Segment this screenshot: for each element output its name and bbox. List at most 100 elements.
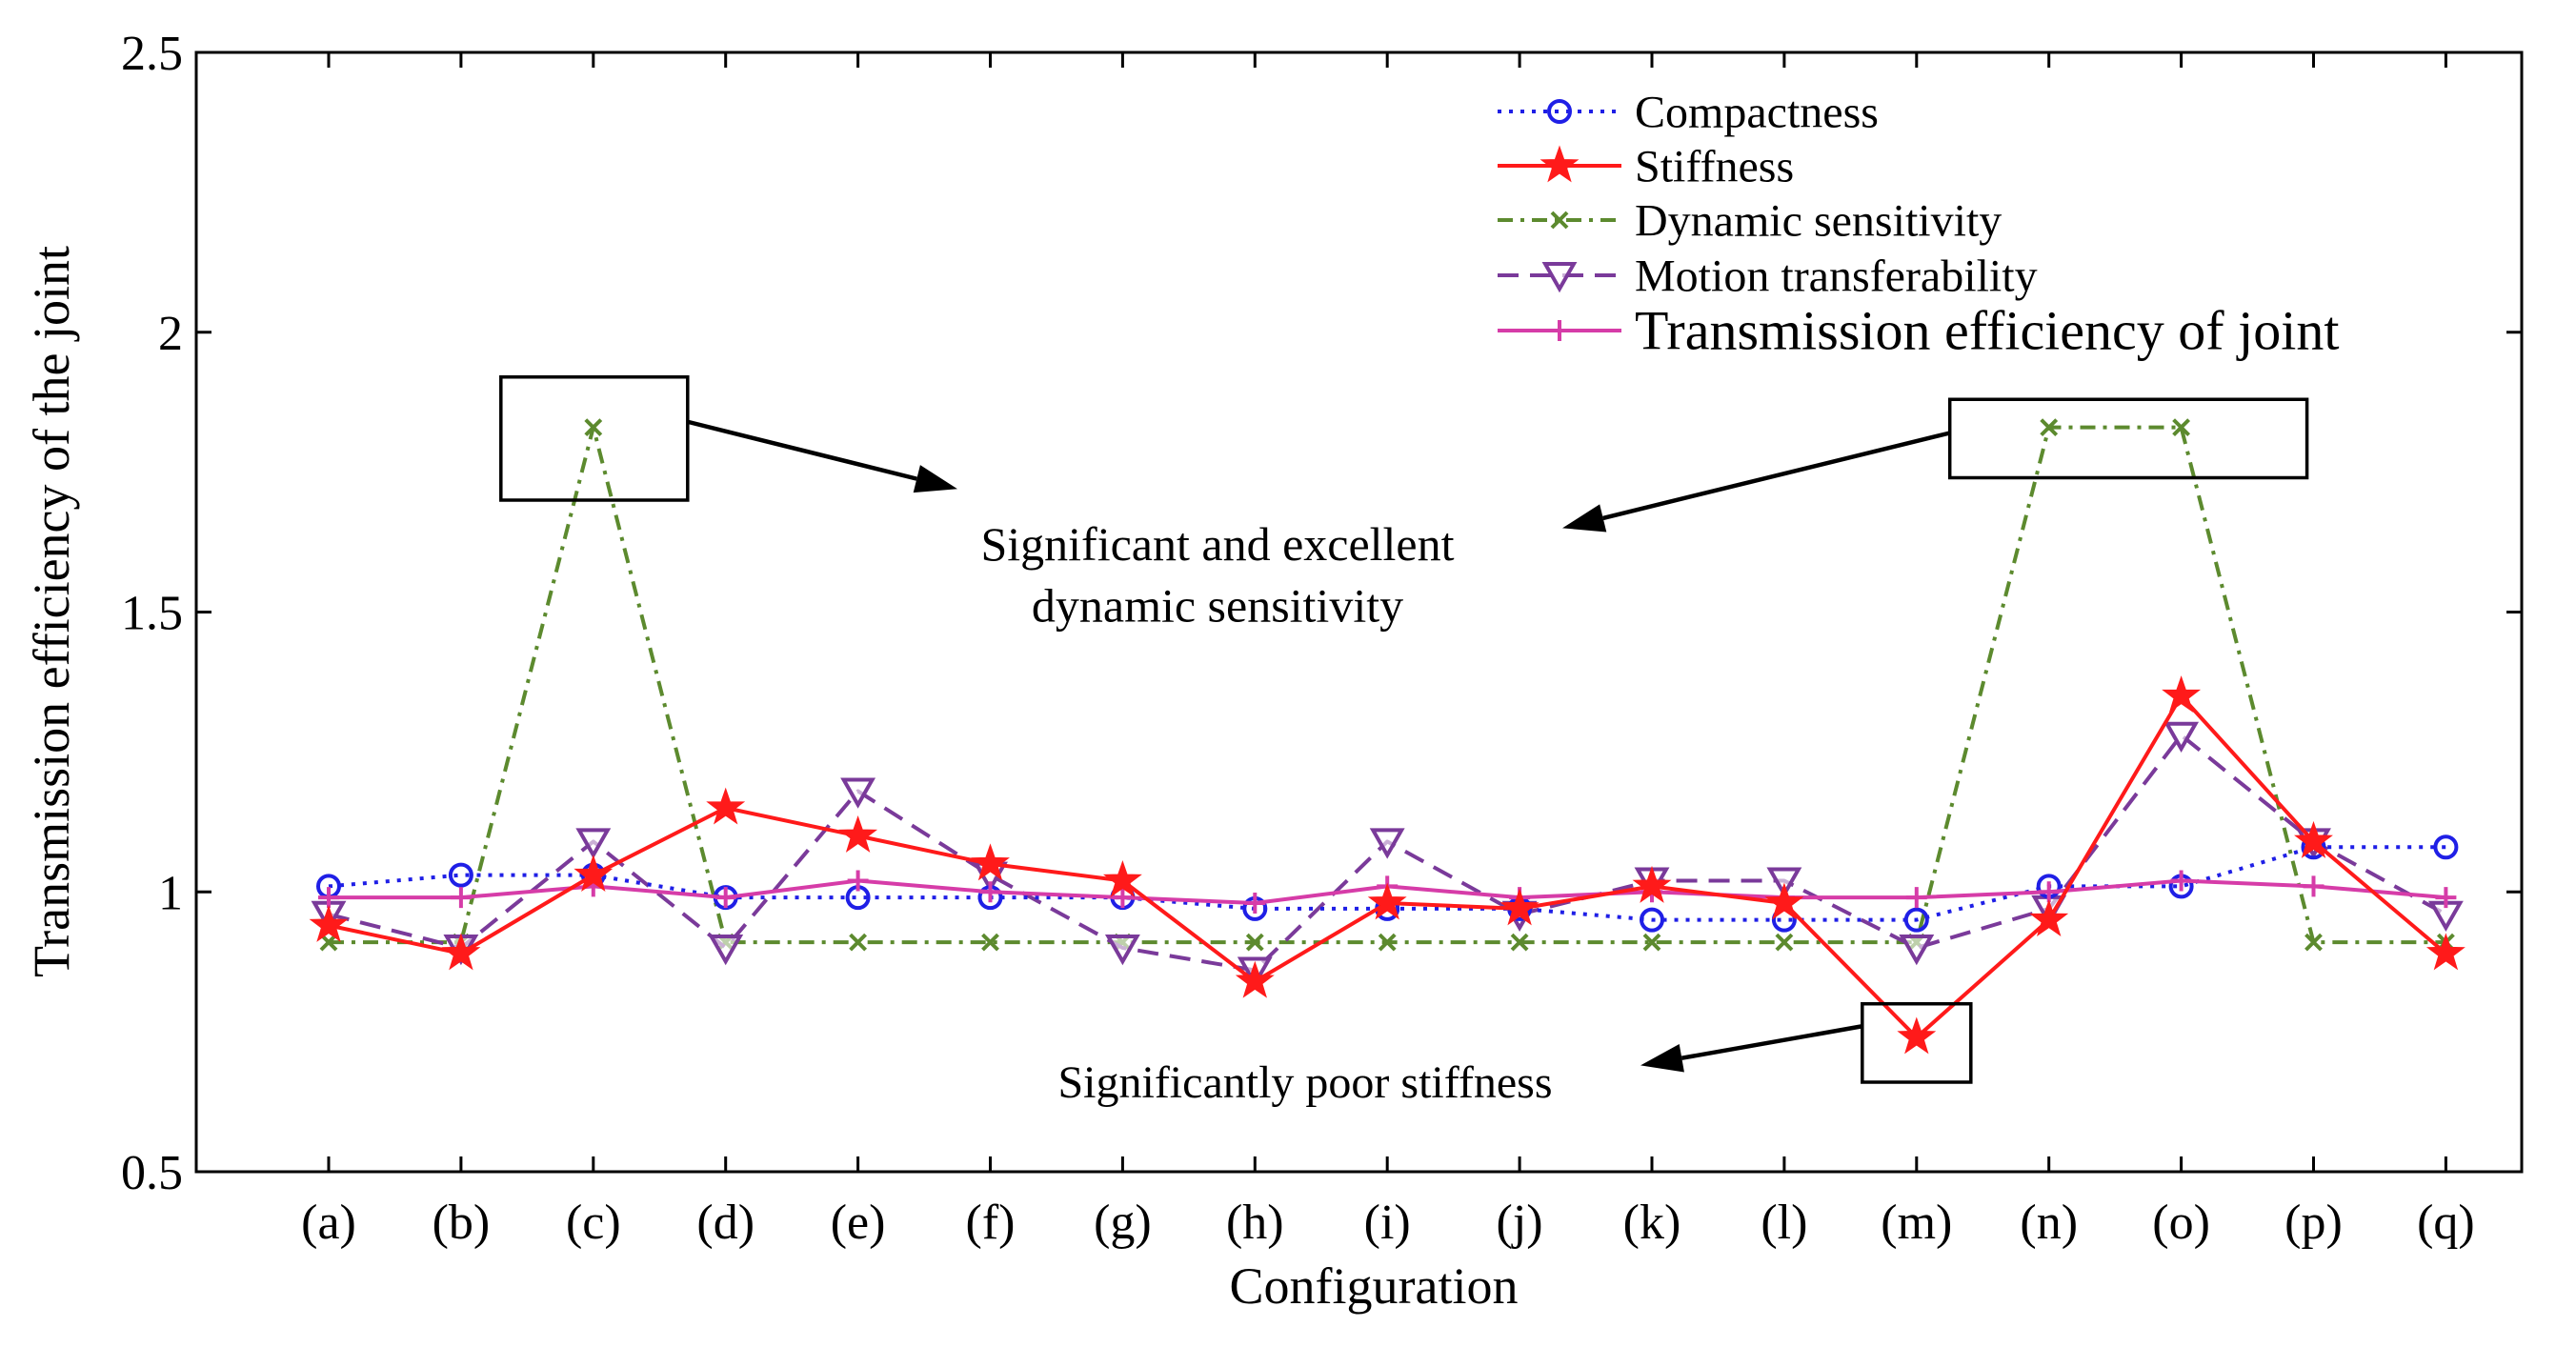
legend-marker bbox=[1550, 211, 1569, 230]
x-tick-label: (a) bbox=[301, 1196, 356, 1250]
x-marker bbox=[1378, 933, 1397, 952]
triangle-marker bbox=[1369, 828, 1405, 859]
circle-marker bbox=[1547, 99, 1572, 124]
data-point bbox=[2163, 721, 2200, 754]
data-point bbox=[706, 787, 746, 825]
y-axis-label: Transmission efficiency of the joint bbox=[23, 246, 80, 977]
data-point bbox=[979, 881, 1001, 903]
data-point bbox=[1102, 859, 1142, 897]
highlight-box-no bbox=[1947, 397, 2309, 480]
data-point bbox=[2172, 418, 2191, 437]
annotation-stiffness: Significantly poor stiffness bbox=[1057, 1057, 1552, 1108]
data-point bbox=[981, 933, 999, 952]
x-tick-label: (h) bbox=[1226, 1196, 1284, 1250]
data-point bbox=[971, 843, 1010, 881]
plus-marker bbox=[318, 887, 339, 909]
data-point bbox=[1378, 933, 1397, 952]
arrow-to-dynamic-text-left bbox=[687, 419, 957, 493]
plus-marker bbox=[1905, 887, 1927, 909]
triangle-marker bbox=[1766, 867, 1802, 898]
legend-entry: Compactness bbox=[1498, 87, 1879, 137]
circle-marker bbox=[1640, 907, 1664, 933]
legend-entry: Motion transferability bbox=[1498, 251, 2038, 301]
y-tick-label: 0.5 bbox=[121, 1146, 183, 1200]
star-marker bbox=[2294, 820, 2333, 858]
x-tick-label: (o) bbox=[2152, 1196, 2210, 1250]
data-point bbox=[847, 870, 869, 892]
x-marker bbox=[2304, 933, 2323, 952]
arrow-to-stiffness-text bbox=[1640, 1024, 1863, 1073]
x-marker bbox=[1245, 933, 1264, 952]
x-tick-label: (i) bbox=[1364, 1196, 1411, 1250]
plus-marker bbox=[450, 887, 472, 909]
data-point bbox=[2435, 887, 2457, 909]
plus-marker bbox=[1112, 887, 1134, 909]
x-tick-label: (g) bbox=[1094, 1196, 1152, 1250]
x-tick-label: (m) bbox=[1881, 1196, 1952, 1250]
x-tick-label: (e) bbox=[831, 1196, 886, 1250]
data-point bbox=[1499, 888, 1540, 926]
data-point bbox=[574, 854, 614, 893]
triangle-marker bbox=[1104, 935, 1140, 966]
series-stiffness bbox=[309, 675, 2465, 1055]
data-point bbox=[2294, 820, 2333, 858]
plus-marker bbox=[2038, 881, 2060, 903]
x-marker bbox=[1510, 933, 1529, 952]
highlight-box-m bbox=[1861, 1002, 1973, 1084]
data-point bbox=[2433, 834, 2459, 860]
star-marker bbox=[2029, 899, 2069, 937]
data-point bbox=[2038, 881, 2060, 903]
star-marker bbox=[1632, 865, 1672, 903]
x-tick-label: (l) bbox=[1761, 1196, 1807, 1250]
star-marker bbox=[1897, 1016, 1937, 1055]
data-point bbox=[1764, 882, 1804, 920]
star-marker bbox=[2425, 933, 2465, 971]
data-point bbox=[1510, 933, 1529, 952]
circle-marker bbox=[448, 862, 473, 888]
triangle-marker bbox=[1899, 935, 1935, 966]
star-marker bbox=[838, 814, 878, 853]
data-point bbox=[1897, 1016, 1937, 1055]
data-point bbox=[2162, 675, 2202, 714]
y-tick-label: 1 bbox=[158, 866, 183, 920]
legend-entry: Dynamic sensitivity bbox=[1498, 195, 2002, 246]
data-point bbox=[1903, 907, 1929, 933]
series-line bbox=[328, 694, 2447, 1039]
star-marker bbox=[309, 904, 349, 942]
star-marker bbox=[706, 787, 746, 825]
star-marker bbox=[1102, 859, 1142, 897]
data-point bbox=[441, 933, 481, 971]
data-point bbox=[1235, 960, 1275, 998]
x-marker bbox=[1642, 933, 1661, 952]
data-point bbox=[2029, 899, 2069, 937]
data-point bbox=[1367, 882, 1407, 920]
arrow-head bbox=[913, 465, 957, 493]
legend-label: Dynamic sensitivity bbox=[1635, 195, 2002, 246]
data-point bbox=[1899, 935, 1935, 966]
star-marker bbox=[2162, 675, 2202, 714]
legend-marker bbox=[1547, 99, 1572, 124]
x-marker bbox=[584, 418, 603, 437]
data-point bbox=[575, 828, 612, 859]
arrow-head bbox=[1562, 504, 1607, 533]
arrow-head bbox=[1640, 1043, 1684, 1073]
data-point bbox=[1632, 865, 1672, 903]
data-point bbox=[1245, 933, 1264, 952]
triangle-marker bbox=[840, 777, 876, 809]
star-marker bbox=[1367, 882, 1407, 920]
y-tick-label: 1.5 bbox=[121, 587, 183, 641]
circle-marker bbox=[1903, 907, 1929, 933]
annotation-dynamic-line1: Significant and excellent bbox=[980, 517, 1454, 571]
star-marker bbox=[971, 843, 1010, 881]
data-point bbox=[1905, 887, 1927, 909]
x-marker bbox=[2040, 418, 2059, 437]
triangle-marker bbox=[1541, 262, 1578, 293]
data-point bbox=[1244, 893, 1266, 914]
data-point bbox=[714, 887, 736, 909]
plus-marker bbox=[2435, 887, 2457, 909]
x-tick-label: (c) bbox=[566, 1196, 621, 1250]
data-point bbox=[1112, 887, 1134, 909]
data-point bbox=[1766, 867, 1802, 898]
star-marker bbox=[1764, 882, 1804, 920]
circle-marker bbox=[2433, 834, 2459, 860]
